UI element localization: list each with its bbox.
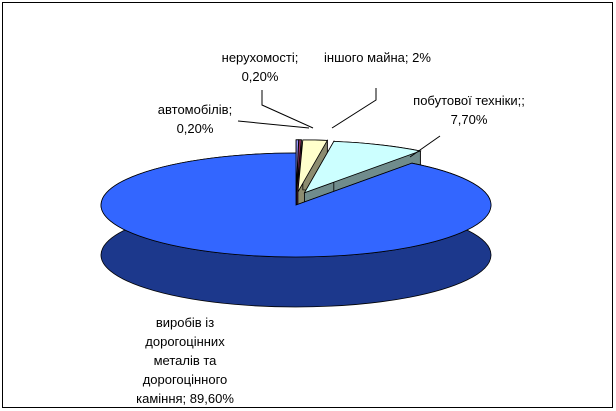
label-category: побутової техніки;; <box>413 93 525 108</box>
slice <box>296 139 302 192</box>
leader-line <box>261 90 314 129</box>
slice <box>100 152 492 258</box>
leader-line <box>331 88 377 129</box>
leader-line <box>237 120 310 129</box>
label-value: 0,20% <box>241 69 279 84</box>
slice <box>297 139 328 193</box>
label-category: автомобілів; <box>157 102 233 117</box>
data-label: побутової техніки;; 7,70% <box>408 91 530 129</box>
label-value: 89,60% <box>189 391 234 406</box>
leader-lines <box>237 88 441 158</box>
leader-line <box>409 135 441 158</box>
label-value: 2% <box>412 50 431 65</box>
label-value: 7,70% <box>450 112 488 127</box>
data-label: виробів із дорогоцінних металів та дорог… <box>125 313 245 408</box>
label-category: нерухомості; <box>221 50 299 65</box>
data-label: автомобілів; 0,20% <box>140 100 250 138</box>
data-label: іншого майна; 2% <box>320 48 435 67</box>
label-category: іншого майна; <box>324 50 409 65</box>
label-value: 0,20% <box>176 121 214 136</box>
data-label: нерухомості; 0,20% <box>205 48 315 86</box>
label-category: виробів із дорогоцінних металів та дорог… <box>136 315 228 406</box>
